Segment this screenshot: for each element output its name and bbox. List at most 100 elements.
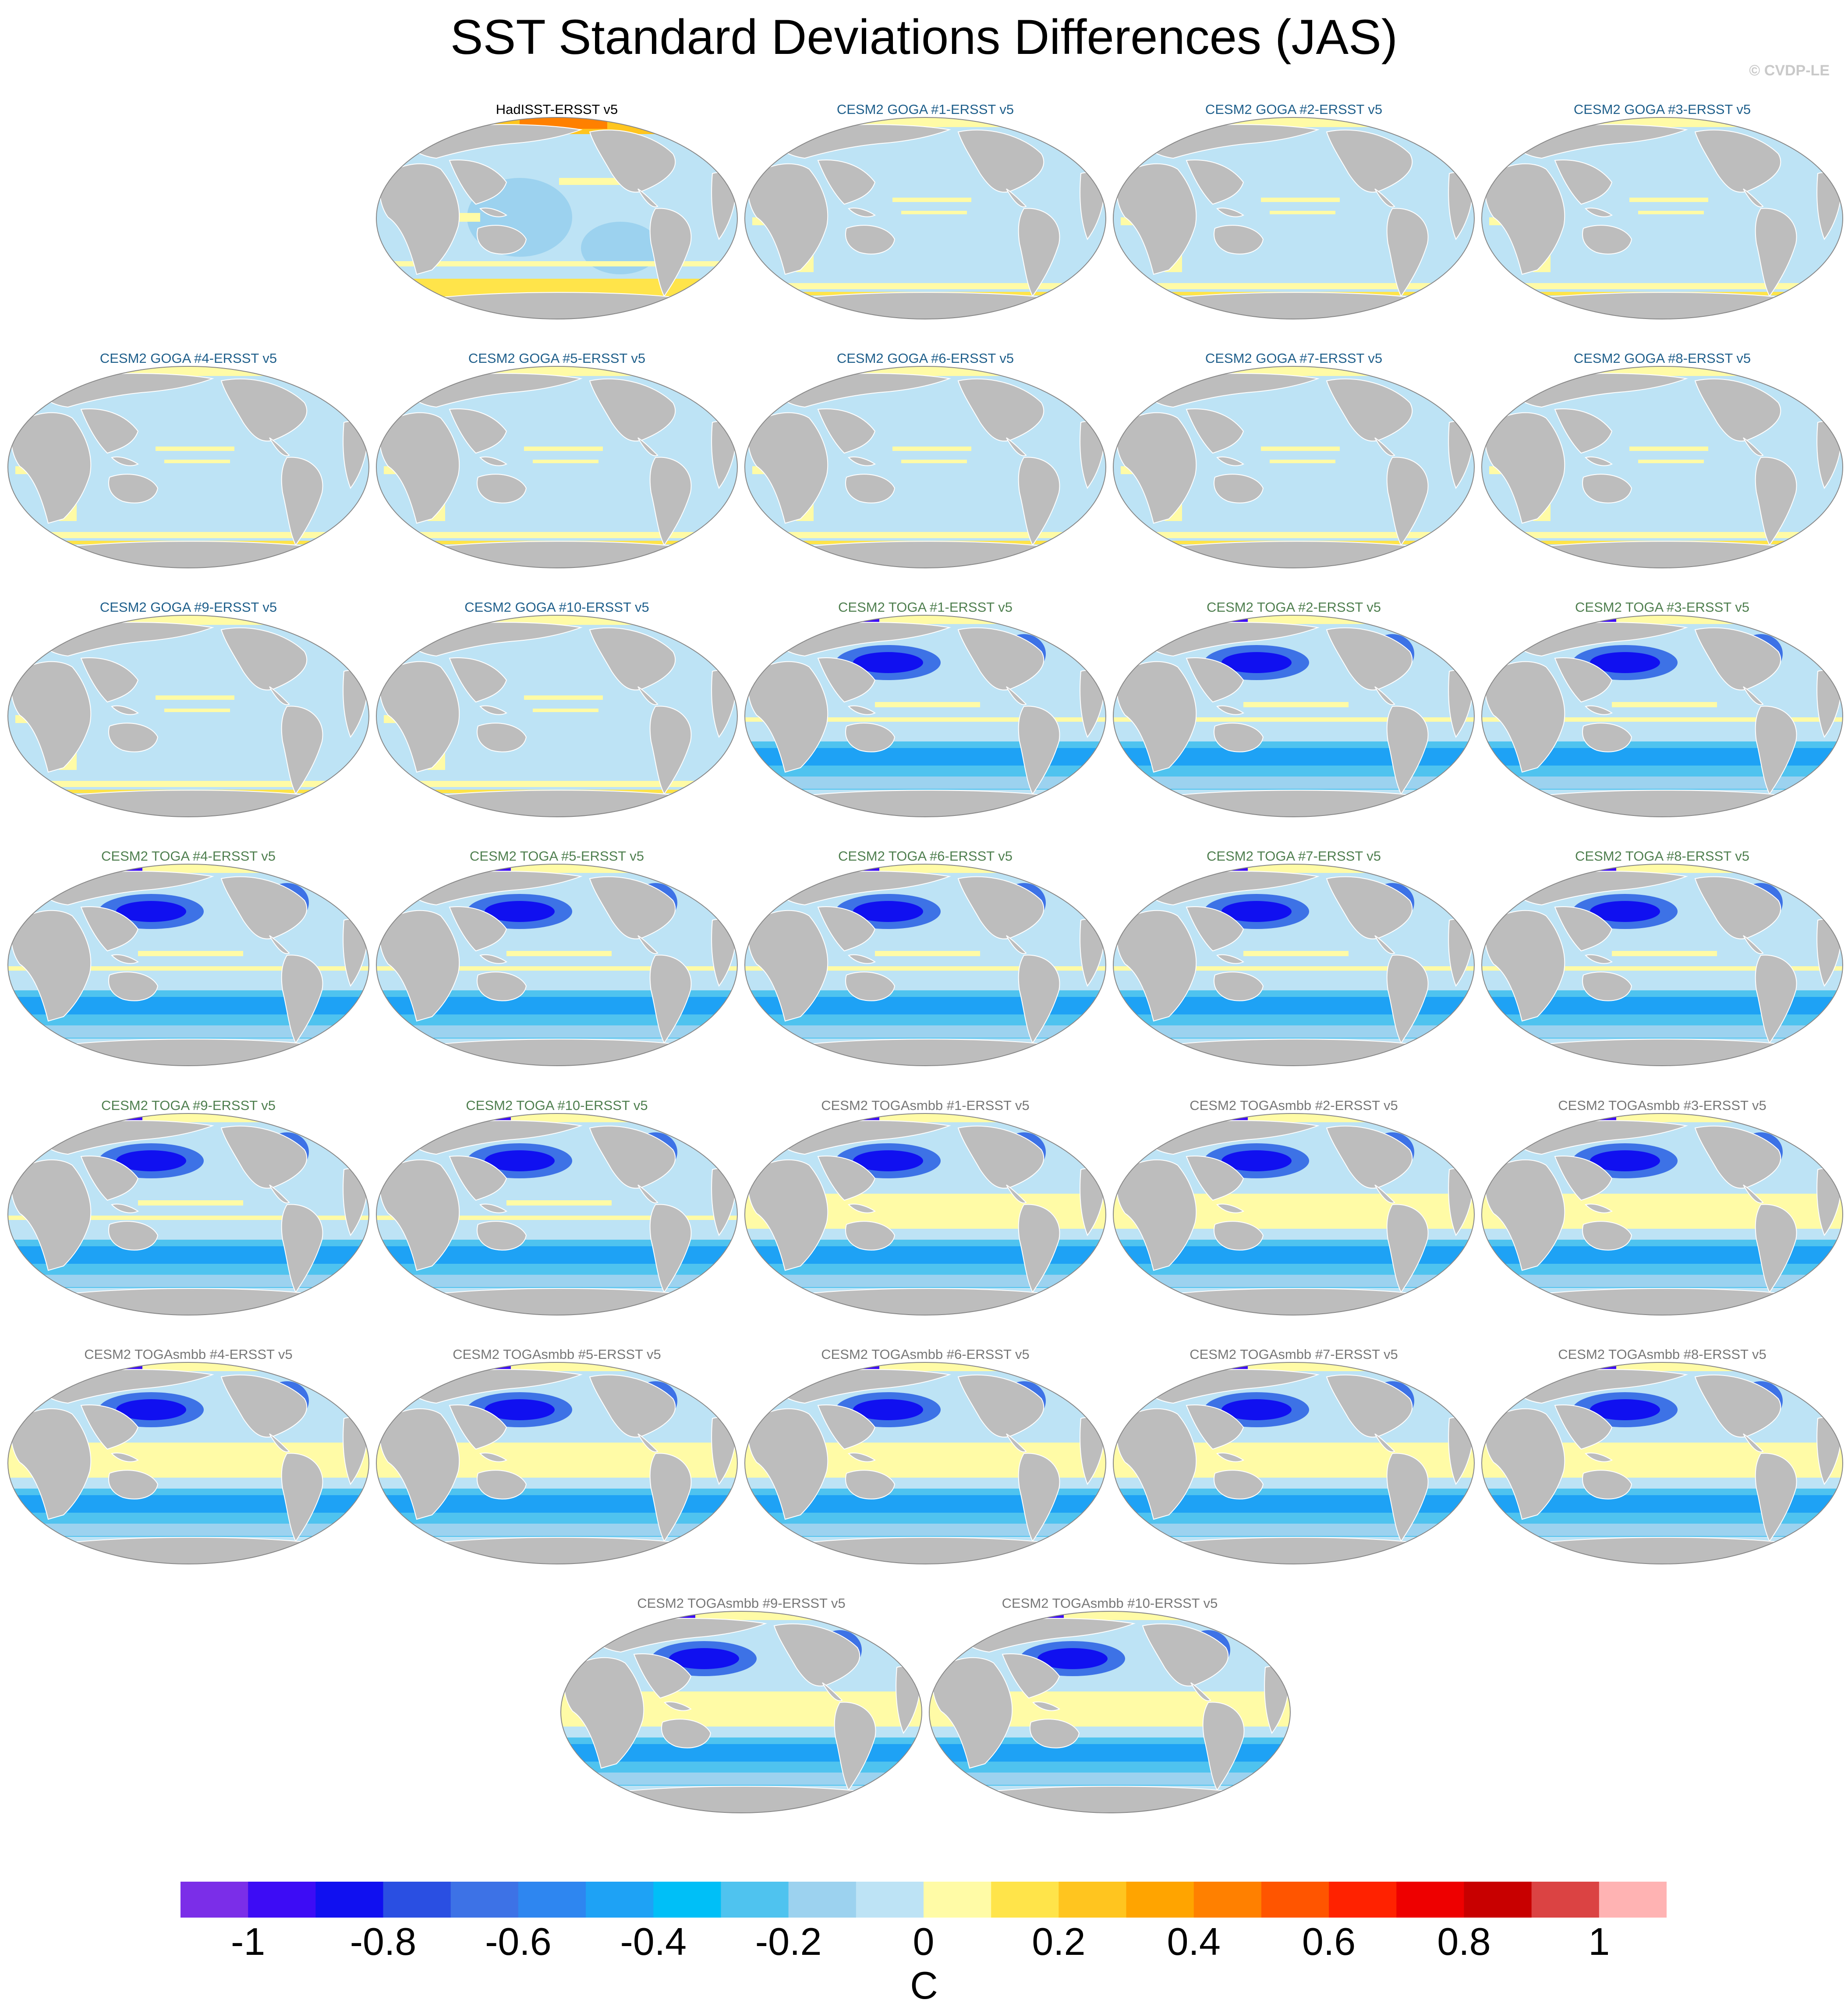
colorbar-swatch	[991, 1882, 1059, 1918]
colorbar-tick-label: -0.6	[485, 1920, 552, 1963]
colorbar-swatch	[1464, 1882, 1532, 1918]
world-map	[1113, 1113, 1475, 1315]
colorbar-swatch	[315, 1882, 384, 1918]
panel-label: CESM2 TOGA #3-ERSST v5	[1575, 599, 1749, 615]
panel-label: CESM2 TOGAsmbb #7-ERSST v5	[1190, 1347, 1398, 1362]
map-panel: CESM2 TOGA #4-ERSST v5	[7, 848, 370, 1067]
world-map	[7, 1362, 369, 1564]
panel-label: CESM2 TOGAsmbb #2-ERSST v5	[1190, 1098, 1398, 1113]
map-panel: HadISST-ERSST v5	[375, 102, 739, 320]
colorbar-tick-label: 0.2	[1032, 1920, 1086, 1963]
colorbar-tick-label: -0.4	[620, 1920, 687, 1963]
colorbar-swatch	[181, 1882, 248, 1918]
map-panel: CESM2 GOGA #1-ERSST v5	[743, 102, 1107, 320]
map-panel: CESM2 GOGA #10-ERSST v5	[375, 599, 739, 818]
figure-title: SST Standard Deviations Differences (JAS…	[450, 10, 1398, 64]
panel-label: CESM2 TOGA #1-ERSST v5	[838, 599, 1013, 615]
colorbar-tick-label: 0.6	[1302, 1920, 1356, 1963]
world-map	[1481, 864, 1843, 1066]
world-map	[1113, 117, 1475, 319]
colorbar-tick-label: -0.2	[755, 1920, 822, 1963]
colorbar-swatch	[1059, 1882, 1127, 1918]
colorbar-tick-label: -0.8	[350, 1920, 417, 1963]
panel-label: CESM2 GOGA #5-ERSST v5	[468, 351, 646, 366]
colorbar-swatch	[518, 1882, 586, 1918]
world-map	[1113, 615, 1475, 817]
map-panel: CESM2 TOGAsmbb #1-ERSST v5	[743, 1098, 1107, 1316]
map-panel: CESM2 GOGA #7-ERSST v5	[1112, 351, 1476, 569]
panel-label: CESM2 TOGAsmbb #8-ERSST v5	[1558, 1347, 1767, 1362]
colorbar-swatch	[1396, 1882, 1464, 1918]
world-map	[376, 1113, 738, 1315]
world-map	[1481, 366, 1843, 568]
colorbar-tick-label: 1	[1588, 1920, 1610, 1963]
colorbar-swatch	[788, 1882, 857, 1918]
map-panel: CESM2 TOGAsmbb #6-ERSST v5	[743, 1347, 1107, 1565]
world-map	[376, 615, 738, 817]
panel-label: CESM2 TOGA #7-ERSST v5	[1207, 848, 1381, 864]
colorbar-swatch	[1261, 1882, 1329, 1918]
panel-label: CESM2 TOGAsmbb #4-ERSST v5	[84, 1347, 293, 1362]
map-panel: CESM2 GOGA #2-ERSST v5	[1112, 102, 1476, 320]
world-map	[7, 864, 369, 1066]
map-panel: CESM2 TOGA #8-ERSST v5	[1480, 848, 1844, 1067]
panel-label: HadISST-ERSST v5	[496, 102, 618, 117]
panel-label: CESM2 GOGA #9-ERSST v5	[99, 599, 277, 615]
map-panel: CESM2 TOGA #9-ERSST v5	[7, 1098, 370, 1316]
panel-label: CESM2 TOGA #8-ERSST v5	[1575, 848, 1749, 864]
map-panel: CESM2 TOGA #10-ERSST v5	[375, 1098, 739, 1316]
colorbar-tick-label: 0.8	[1437, 1920, 1491, 1963]
panel-label: CESM2 TOGA #2-ERSST v5	[1207, 599, 1381, 615]
colorbar-swatch	[383, 1882, 451, 1918]
world-map	[1113, 864, 1475, 1066]
panel-label: CESM2 TOGAsmbb #9-ERSST v5	[637, 1596, 846, 1611]
colorbar-units: C	[910, 1964, 938, 2007]
world-map	[376, 366, 738, 568]
panel-label: CESM2 TOGAsmbb #3-ERSST v5	[1558, 1098, 1767, 1113]
world-map	[7, 366, 369, 568]
colorbar-swatch	[721, 1882, 789, 1918]
map-panel: CESM2 TOGA #3-ERSST v5	[1480, 599, 1844, 818]
world-map	[744, 864, 1106, 1066]
world-map	[744, 366, 1106, 568]
colorbar-tick-label: 0	[913, 1920, 935, 1963]
map-panel: CESM2 TOGAsmbb #8-ERSST v5	[1480, 1347, 1844, 1565]
world-map	[376, 1362, 738, 1564]
map-panel: CESM2 TOGAsmbb #9-ERSST v5	[559, 1596, 923, 1814]
colorbar-swatch	[1599, 1882, 1667, 1918]
world-map	[1481, 615, 1843, 817]
map-panel: CESM2 TOGA #7-ERSST v5	[1112, 848, 1476, 1067]
panel-label: CESM2 GOGA #1-ERSST v5	[836, 102, 1014, 117]
panel-label: CESM2 TOGA #4-ERSST v5	[101, 848, 276, 864]
panel-label: CESM2 TOGA #6-ERSST v5	[838, 848, 1013, 864]
colorbar-swatch	[1126, 1882, 1194, 1918]
world-map	[1481, 1362, 1843, 1564]
world-map	[1113, 366, 1475, 568]
colorbar-swatch	[924, 1882, 991, 1918]
map-panel: CESM2 TOGA #1-ERSST v5	[743, 599, 1107, 818]
map-panel: CESM2 TOGA #6-ERSST v5	[743, 848, 1107, 1067]
panel-label: CESM2 GOGA #2-ERSST v5	[1205, 102, 1383, 117]
colorbar-swatch	[248, 1882, 316, 1918]
world-map	[7, 615, 369, 817]
world-map	[929, 1611, 1291, 1813]
credit-label: © CVDP-LE	[1749, 62, 1830, 79]
world-map	[7, 1113, 369, 1315]
colorbar-tick-label: 0.4	[1167, 1920, 1221, 1963]
colorbar-swatch	[586, 1882, 654, 1918]
panel-label: CESM2 GOGA #8-ERSST v5	[1573, 351, 1751, 366]
map-panel: CESM2 GOGA #4-ERSST v5	[7, 351, 370, 569]
world-map	[1481, 117, 1843, 319]
panel-label: CESM2 GOGA #3-ERSST v5	[1573, 102, 1751, 117]
panel-label: CESM2 TOGA #10-ERSST v5	[466, 1098, 648, 1113]
map-panel: CESM2 TOGAsmbb #7-ERSST v5	[1112, 1347, 1476, 1565]
world-map	[744, 1113, 1106, 1315]
map-panel: CESM2 TOGAsmbb #10-ERSST v5	[928, 1596, 1292, 1814]
world-map	[376, 117, 738, 319]
map-panel: CESM2 GOGA #3-ERSST v5	[1480, 102, 1844, 320]
panel-label: CESM2 TOGAsmbb #5-ERSST v5	[453, 1347, 661, 1362]
colorbar-tick-label: -1	[231, 1920, 266, 1963]
map-panel: CESM2 TOGA #5-ERSST v5	[375, 848, 739, 1067]
world-map	[376, 864, 738, 1066]
colorbar	[181, 1882, 1667, 1918]
